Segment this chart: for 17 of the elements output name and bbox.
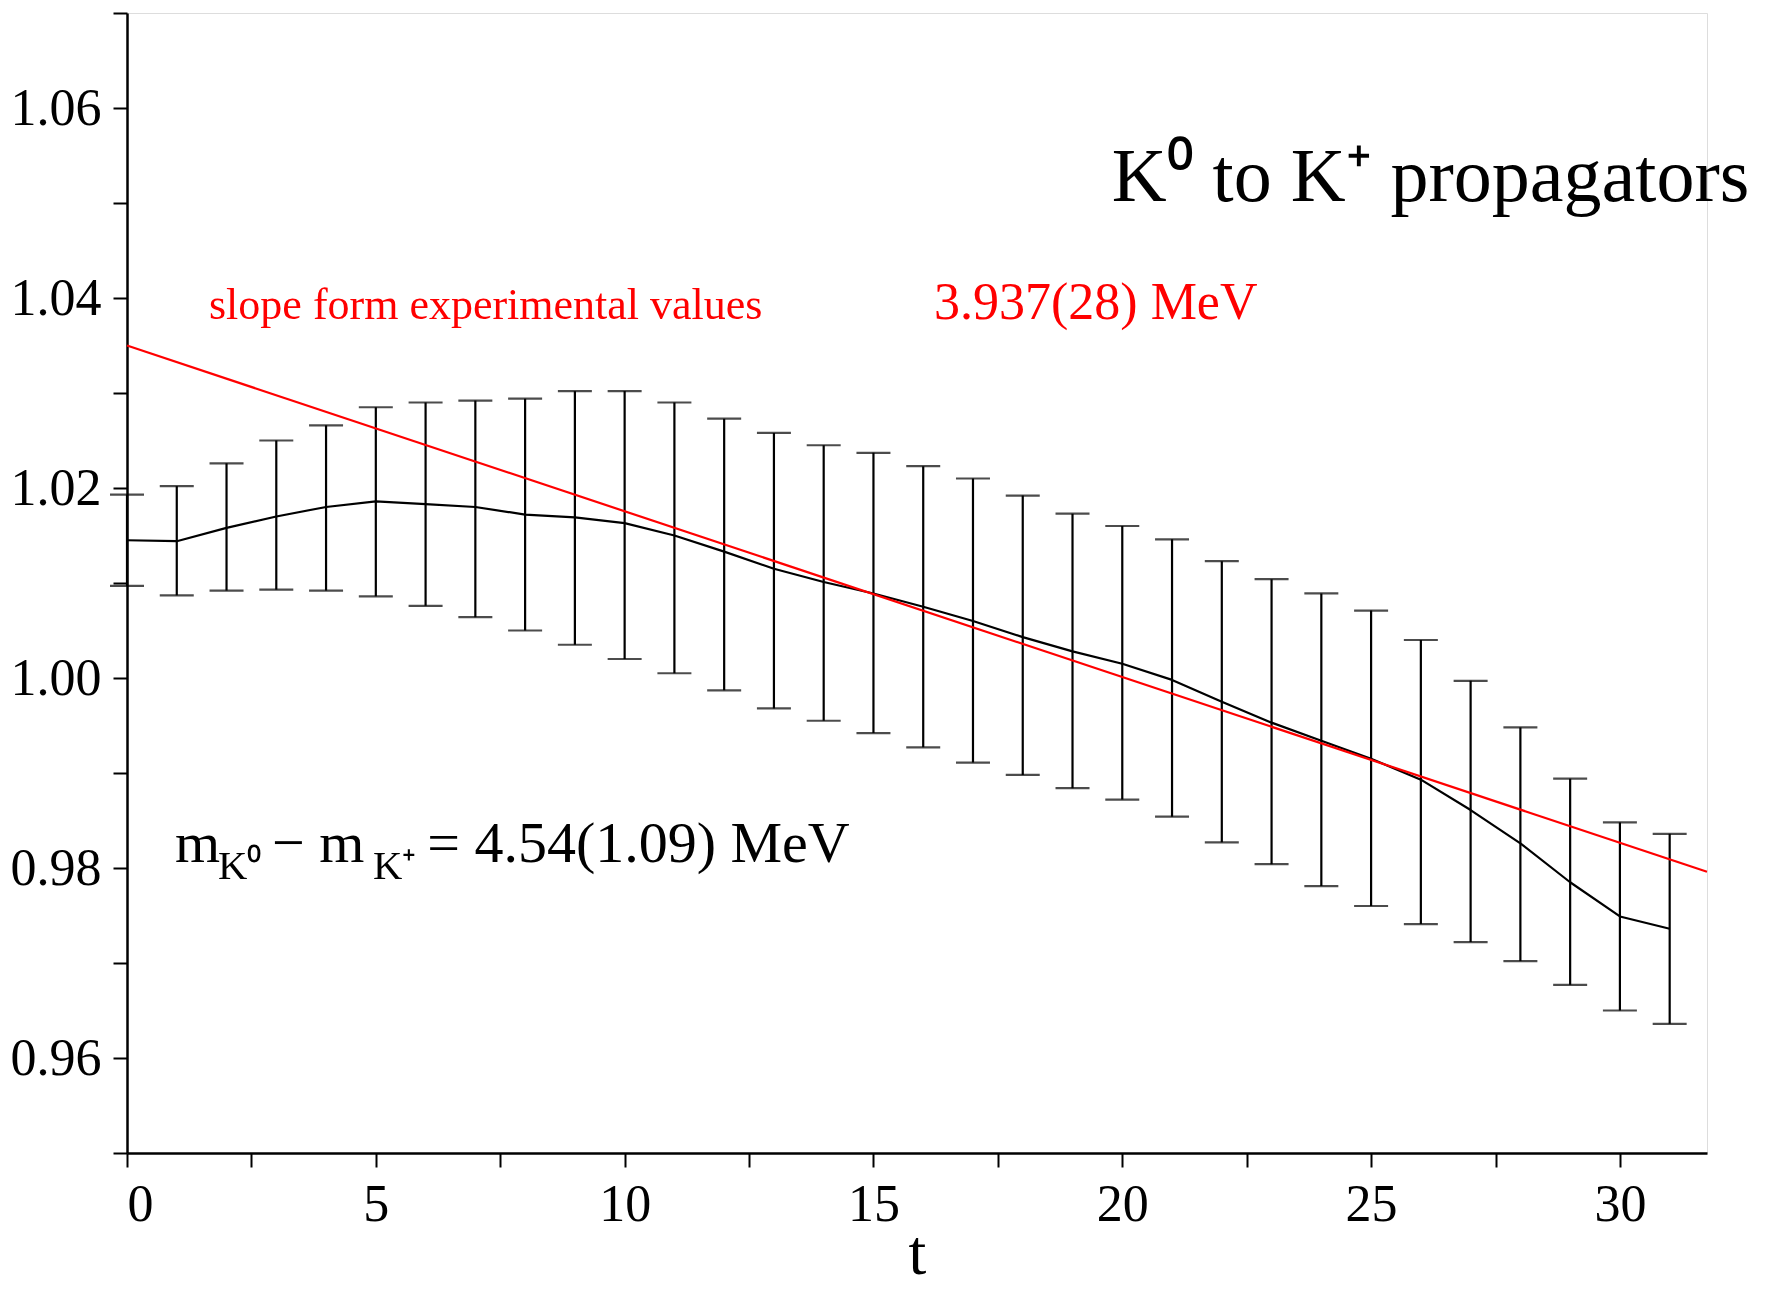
annotation: 3.937(28) MeV [934,272,1258,331]
text: K⁰ to K⁺ propagators [1111,133,1750,218]
x-axis-title: t [908,1216,927,1288]
x-tick-label: 30 [1594,1174,1647,1232]
x-tick-label: 15 [847,1174,900,1232]
annotation: slope form experimental values [209,279,763,329]
x-tick-label: 0 [127,1174,154,1232]
y-tick-label: 0.98 [10,838,102,896]
y-tick-label: 1.02 [10,458,102,516]
x-tick-label: 20 [1096,1174,1149,1232]
y-tick-label: 0.96 [10,1028,102,1086]
y-tick-label: 1.06 [10,78,102,136]
y-tick-label: 1.00 [10,648,102,706]
y-tick-label: 1.04 [10,268,102,326]
x-tick-label: 10 [599,1174,652,1232]
x-tick-label: 5 [363,1174,390,1232]
x-tick-label: 25 [1345,1174,1398,1232]
